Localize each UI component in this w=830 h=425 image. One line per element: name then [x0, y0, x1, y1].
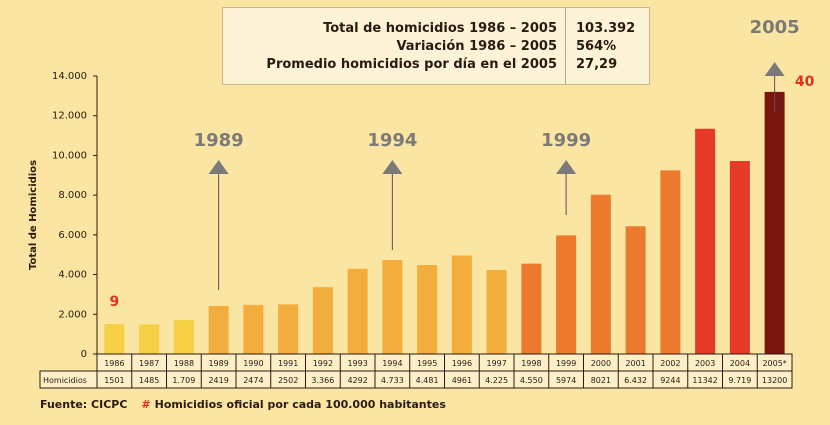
y-tick-label: 0	[81, 349, 87, 360]
x-tick-label: 2002	[660, 359, 680, 368]
annotation-year-label: 1999	[541, 130, 591, 151]
x-tick-label: 1996	[452, 359, 472, 368]
data-label: 4.481	[416, 376, 439, 385]
summary-values: 103.392 564% 27,29	[566, 8, 635, 84]
annotation-year-label: 1989	[194, 130, 244, 151]
data-label: 4292	[347, 376, 367, 385]
bar-2004	[729, 161, 750, 354]
bar-1987	[139, 324, 160, 354]
y-tick-label: 12.000	[52, 111, 87, 122]
bar-1995	[417, 265, 438, 354]
summary-label-variation: Variación 1986 – 2005	[396, 39, 557, 54]
bar-1994	[382, 260, 403, 354]
data-label: 9.719	[728, 376, 751, 385]
y-tick-label: 6.000	[58, 230, 87, 241]
data-label: 8021	[591, 376, 611, 385]
arrow-up-icon	[556, 160, 577, 174]
data-label: 1501	[104, 376, 124, 385]
summary-box: Total de homicidios 1986 – 2005 Variació…	[222, 7, 650, 85]
summary-value-daily-avg: 27,29	[576, 57, 618, 72]
arrow-up-icon	[208, 160, 229, 174]
x-tick-label: 1990	[243, 359, 263, 368]
x-tick-label: 2005*	[762, 359, 786, 368]
bar-2000	[590, 194, 611, 354]
x-tick-label: 1991	[278, 359, 298, 368]
hash-marker: #	[141, 398, 151, 411]
annotation-year-label: 2005	[750, 17, 800, 38]
annotation-year-label: 1994	[367, 130, 417, 151]
summary-label-total: Total de homicidios 1986 – 2005	[323, 21, 557, 36]
data-label: 13200	[762, 376, 787, 385]
data-label: 1485	[139, 376, 159, 385]
y-tick-label: 8.000	[58, 190, 87, 201]
data-label: 4.733	[381, 376, 404, 385]
x-tick-label: 1998	[521, 359, 541, 368]
bar-1999	[556, 235, 577, 354]
x-tick-label: 1999	[556, 359, 576, 368]
x-tick-label: 2003	[695, 359, 715, 368]
source-text: Fuente: CICPC	[40, 398, 128, 411]
x-tick-label: 1987	[139, 359, 159, 368]
data-label: 2419	[208, 376, 228, 385]
data-label: 3.366	[311, 376, 334, 385]
bar-1990	[243, 304, 264, 354]
bar-1989	[208, 305, 229, 354]
y-axis-label: Total de Homicidios	[28, 160, 39, 270]
bar-1992	[312, 287, 333, 354]
data-label: 4.550	[520, 376, 543, 385]
summary-labels: Total de homicidios 1986 – 2005 Variació…	[223, 8, 566, 84]
table-row-label: Homicidios	[43, 376, 87, 385]
rate-label: 40	[795, 74, 815, 90]
bar-1988	[173, 320, 194, 354]
x-tick-label: 2004	[730, 359, 750, 368]
x-tick-label: 1993	[347, 359, 367, 368]
bar-1996	[451, 255, 472, 354]
footer-note: Homicidios oficial por cada 100.000 habi…	[154, 398, 446, 411]
footer: Fuente: CICPC # Homicidios oficial por cad…	[40, 398, 446, 411]
bar-2003	[695, 128, 716, 354]
bar-1991	[278, 304, 299, 354]
x-tick-label: 1992	[313, 359, 333, 368]
bar-2005*	[764, 91, 785, 354]
y-tick-label: 10.000	[52, 150, 87, 161]
arrow-up-icon	[764, 62, 785, 76]
data-label: 11342	[692, 376, 717, 385]
y-tick-label: 14.000	[52, 71, 87, 82]
y-tick-label: 4.000	[58, 270, 87, 281]
x-tick-label: 1988	[174, 359, 194, 368]
bar-2001	[625, 226, 646, 354]
x-tick-label: 2001	[625, 359, 645, 368]
x-tick-label: 1989	[208, 359, 228, 368]
data-label: 6.432	[624, 376, 647, 385]
x-tick-label: 1997	[486, 359, 506, 368]
data-label: 2502	[278, 376, 298, 385]
data-label: 4961	[452, 376, 472, 385]
summary-value-total: 103.392	[576, 21, 636, 36]
bar-1997	[486, 270, 507, 354]
bar-1986	[104, 324, 125, 354]
summary-label-daily-avg: Promedio homicidios por día en el 2005	[266, 57, 557, 72]
bar-1998	[521, 263, 542, 354]
bar-2002	[660, 170, 681, 354]
x-tick-label: 2000	[591, 359, 611, 368]
x-tick-label: 1995	[417, 359, 437, 368]
summary-value-variation: 564%	[576, 39, 617, 54]
arrow-up-icon	[382, 160, 403, 174]
bar-1993	[347, 268, 368, 354]
data-label: 2474	[243, 376, 263, 385]
x-tick-label: 1986	[104, 359, 124, 368]
data-label: 9244	[660, 376, 680, 385]
data-label: 1.709	[172, 376, 195, 385]
y-tick-label: 2.000	[58, 309, 87, 320]
data-label: 4.225	[485, 376, 508, 385]
data-label: 5974	[556, 376, 576, 385]
rate-label: 9	[110, 294, 120, 310]
x-tick-label: 1994	[382, 359, 402, 368]
